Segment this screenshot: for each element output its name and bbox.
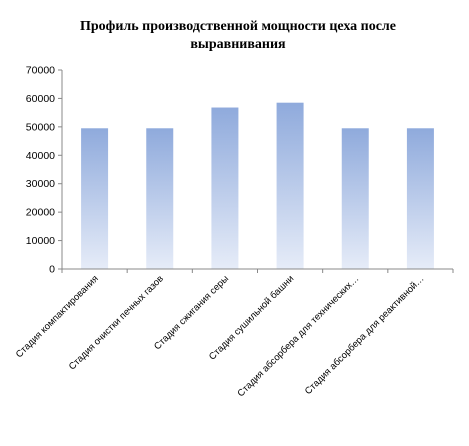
- bar-1: [81, 128, 109, 269]
- y-tick-label: 70000: [26, 65, 55, 77]
- bar-6: [406, 128, 434, 269]
- y-tick-label: 60000: [26, 93, 55, 105]
- y-tick-label: 50000: [26, 121, 55, 133]
- category-label-5: Стадия абсорбера для технических…: [235, 273, 361, 399]
- bar-3: [211, 107, 239, 269]
- y-tick-label: 0: [49, 264, 55, 276]
- category-label-6: Стадия абсорбера для реактивной…: [303, 273, 427, 397]
- chart-title-line-1: Профиль производственной мощности цеха п…: [80, 19, 396, 34]
- plot-area: 0 10000 20000 30000 40000 50000 60000 70000 Стад…: [14, 65, 454, 399]
- bar-2: [146, 128, 174, 269]
- chart-title-line-2: выравнивания: [190, 37, 286, 52]
- bar-4: [276, 102, 304, 269]
- category-label-3: Стадия сжигания серы: [152, 273, 231, 352]
- y-tick-label: 40000: [26, 150, 55, 162]
- y-tick-label: 30000: [26, 178, 55, 190]
- y-tick-label: 20000: [26, 207, 55, 219]
- bar-5: [341, 128, 369, 269]
- y-tick-label: 10000: [26, 235, 55, 247]
